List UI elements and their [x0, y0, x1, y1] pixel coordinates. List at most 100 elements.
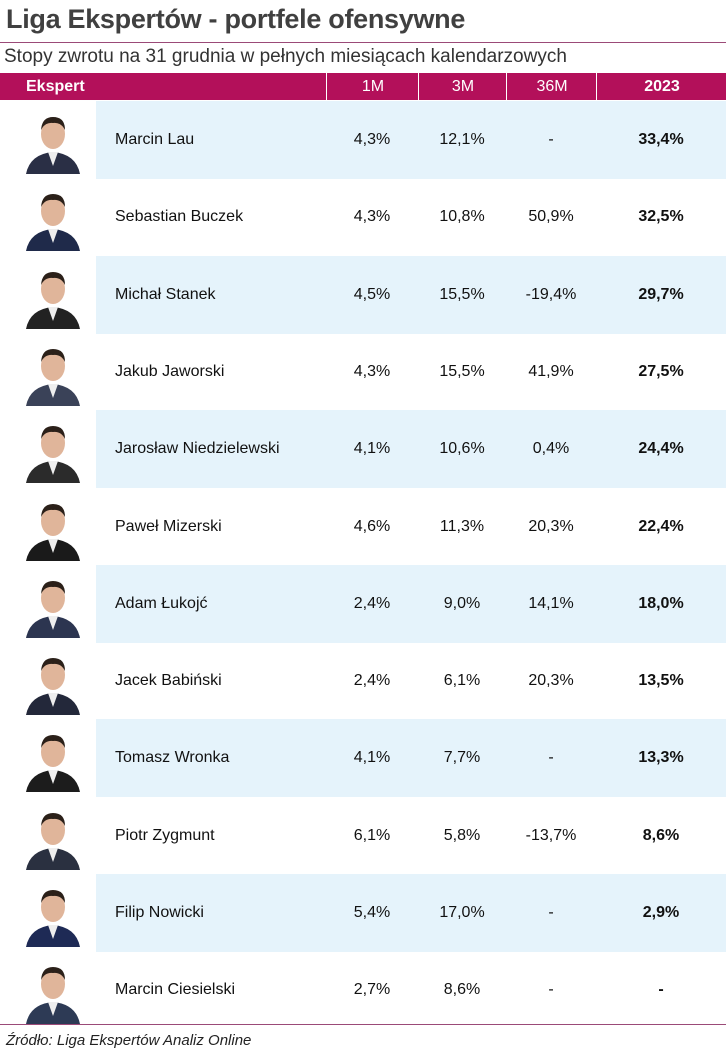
return-1m: 2,7%: [353, 981, 391, 999]
return-2023: 2,9%: [642, 904, 680, 921]
expert-photo: [26, 890, 80, 947]
return-36m: 0,4%: [532, 440, 570, 458]
return-2023: 13,5%: [638, 672, 684, 690]
return-3m: 17,0%: [439, 904, 485, 921]
return-36m: 14,1%: [528, 594, 574, 612]
page-title: Liga Ekspertów - portfele ofensywne: [6, 4, 466, 34]
return-36m: 20,3%: [528, 672, 574, 690]
return-36m: -: [548, 904, 554, 921]
return-1m: 4,1%: [353, 440, 391, 458]
return-3m: 9,0%: [443, 594, 481, 612]
return-3m: 8,6%: [443, 981, 481, 999]
expert-name: Tomasz Wronka: [115, 749, 230, 767]
return-2023: 8,6%: [642, 826, 680, 844]
table-row: Adam Łukojć 2,4% 9,0% 14,1% 18,0%: [0, 564, 726, 643]
return-3m: 10,8%: [439, 208, 485, 226]
return-2023: 33,4%: [638, 131, 684, 148]
row-background: [96, 719, 726, 798]
return-36m: -: [548, 131, 554, 148]
expert-name: Paweł Mizerski: [115, 517, 222, 535]
return-2023: 13,3%: [638, 749, 684, 767]
return-1m: 5,4%: [353, 904, 391, 921]
return-36m: -13,7%: [525, 826, 577, 844]
expert-photo: [26, 426, 80, 484]
return-3m: 15,5%: [439, 285, 485, 303]
title-divider: [0, 42, 726, 43]
expert-name: Filip Nowicki: [115, 904, 204, 921]
return-1m: 4,6%: [353, 517, 391, 535]
expert-photo: [26, 735, 80, 793]
expert-photo: [26, 967, 80, 1025]
return-3m: 11,3%: [439, 517, 485, 535]
table-row: Tomasz Wronka 4,1% 7,7% - 13,3%: [0, 719, 726, 798]
table-row: Piotr Zygmunt 6,1% 5,8% -13,7% 8,6%: [0, 797, 726, 875]
expert-name: Adam Łukojć: [115, 594, 208, 612]
expert-photo: [26, 271, 80, 329]
return-3m: 7,7%: [443, 749, 481, 767]
return-3m: 5,8%: [443, 826, 481, 844]
return-36m: -19,4%: [525, 285, 577, 303]
expert-photo: [26, 812, 80, 870]
return-36m: 20,3%: [528, 517, 574, 535]
return-1m: 4,3%: [353, 362, 391, 380]
return-1m: 6,1%: [353, 826, 391, 844]
return-36m: -: [548, 981, 554, 999]
return-3m: 15,5%: [439, 362, 485, 380]
return-1m: 4,3%: [353, 131, 391, 148]
expert-name: Jakub Jaworski: [115, 362, 225, 380]
table-row: Filip Nowicki 5,4% 17,0% - 2,9%: [0, 874, 726, 952]
header-2023: 2023: [596, 73, 726, 100]
table-header: Ekspert 1M 3M 36M 2023: [0, 73, 726, 100]
return-3m: 10,6%: [439, 440, 485, 458]
return-1m: 4,5%: [353, 285, 391, 303]
expert-photo: [26, 348, 80, 406]
expert-name: Marcin Lau: [115, 131, 195, 148]
expert-photo: [26, 658, 80, 716]
row-background: [96, 564, 726, 643]
header-36m: 36M: [506, 73, 597, 100]
return-1m: 2,4%: [353, 594, 391, 612]
table-row: Paweł Mizerski 4,6% 11,3% 20,3% 22,4%: [0, 488, 726, 566]
return-2023: 22,4%: [638, 517, 684, 535]
header-expert: Ekspert: [26, 78, 85, 95]
table-row: Jacek Babiński 2,4% 6,1% 20,3% 13,5%: [0, 642, 726, 720]
return-3m: 12,1%: [439, 131, 485, 148]
header-1m: 1M: [326, 73, 419, 100]
return-2023: 29,7%: [638, 285, 684, 303]
expert-name: Marcin Ciesielski: [115, 981, 236, 999]
row-background: [96, 410, 726, 489]
return-2023: 24,4%: [638, 440, 684, 458]
return-1m: 4,1%: [353, 749, 391, 767]
return-36m: 50,9%: [528, 208, 574, 226]
table-row: Michał Stanek 4,5% 15,5% -19,4% 29,7%: [0, 255, 726, 334]
return-1m: 2,4%: [353, 672, 391, 690]
expert-photo: [26, 503, 80, 561]
table-row: Sebastian Buczek 4,3% 10,8% 50,9% 32,5%: [0, 178, 726, 256]
row-background: [96, 874, 726, 952]
expert-name: Jacek Babiński: [115, 672, 222, 690]
row-background: [96, 101, 726, 179]
expert-name: Jarosław Niedzielewski: [115, 440, 280, 458]
return-2023: -: [658, 981, 664, 999]
footer-divider: [0, 1024, 726, 1025]
subtitle: Stopy zwrotu na 31 grudnia w pełnych mie…: [4, 46, 567, 67]
expert-photo: [26, 580, 80, 638]
expert-photo: [26, 117, 80, 174]
table-row: Marcin Ciesielski 2,7% 8,6% - -: [0, 951, 726, 1029]
expert-name: Michał Stanek: [115, 285, 216, 303]
return-2023: 18,0%: [638, 594, 684, 612]
return-2023: 32,5%: [638, 208, 684, 226]
expert-photo: [26, 194, 80, 252]
return-3m: 6,1%: [443, 672, 481, 690]
table-row: Marcin Lau 4,3% 12,1% - 33,4%: [0, 101, 726, 179]
source-note: Źródło: Liga Ekspertów Analiz Online: [6, 1032, 252, 1049]
table-row: Jarosław Niedzielewski 4,1% 10,6% 0,4% 2…: [0, 410, 726, 489]
return-36m: -: [548, 749, 554, 767]
row-background: [96, 255, 726, 334]
expert-name: Sebastian Buczek: [115, 208, 244, 226]
return-1m: 4,3%: [353, 208, 391, 226]
header-3m: 3M: [418, 73, 507, 100]
return-2023: 27,5%: [638, 362, 684, 380]
return-36m: 41,9%: [528, 362, 574, 380]
